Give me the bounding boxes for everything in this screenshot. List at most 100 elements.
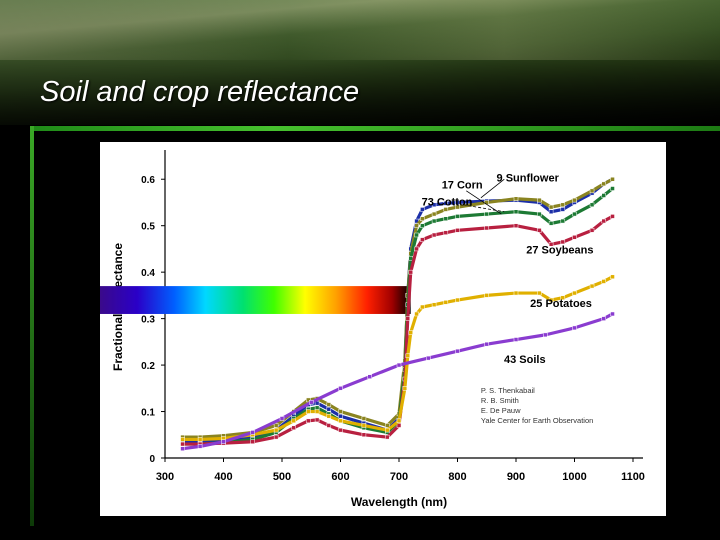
- data-point: [455, 204, 460, 210]
- data-point: [408, 255, 413, 261]
- leader-line: [463, 204, 505, 213]
- credit-text: P. S. Thenkabail: [481, 386, 535, 395]
- data-point: [306, 409, 311, 414]
- data-point: [572, 325, 577, 331]
- y-tick-label: 0.6: [141, 175, 155, 186]
- series-line: [182, 187, 614, 446]
- data-point: [385, 434, 390, 440]
- data-point: [610, 311, 615, 317]
- data-point: [443, 300, 449, 305]
- slide-title: Soil and crop reflectance: [40, 76, 360, 108]
- data-point: [537, 197, 542, 203]
- data-point: [601, 181, 606, 187]
- data-point: [431, 202, 437, 208]
- data-point: [548, 204, 554, 210]
- data-point: [405, 316, 411, 321]
- x-tick-label: 1100: [621, 471, 645, 483]
- data-point: [420, 304, 425, 310]
- data-point: [402, 386, 408, 391]
- data-point: [180, 441, 185, 447]
- data-point: [431, 232, 437, 238]
- footer-course-code: SOIL/BAE 4213: [318, 525, 399, 539]
- data-point: [548, 221, 554, 226]
- data-point: [443, 201, 449, 206]
- data-point: [414, 232, 419, 238]
- data-point: [443, 230, 449, 235]
- data-point: [338, 409, 343, 414]
- header-banner-image: [0, 0, 720, 125]
- reflectance-chart: 0 0.1 0.2 0.3 0.4 0.5 0.6 300 400 500 600 700 800 900…: [100, 142, 666, 516]
- credit-text: Yale Center for Earth Observation: [481, 416, 593, 425]
- data-point: [250, 430, 255, 435]
- y-tick-label: 0: [149, 454, 155, 465]
- x-axis-label: Wavelength (nm): [351, 495, 447, 509]
- data-point: [197, 444, 203, 449]
- data-point: [572, 211, 577, 217]
- data-point: [455, 297, 460, 303]
- data-point: [543, 332, 548, 338]
- series-annotation-label: 43 Soils: [504, 354, 546, 366]
- data-point: [513, 337, 519, 342]
- series-annotation-label: 25 Potatoes: [530, 298, 592, 310]
- data-point: [484, 225, 489, 231]
- data-point: [367, 374, 372, 379]
- data-point: [361, 423, 367, 428]
- y-tick-label: 0.5: [141, 222, 155, 233]
- x-tick-label: 700: [390, 471, 408, 483]
- data-point: [513, 196, 519, 201]
- data-point: [414, 311, 419, 317]
- x-tick-label: 800: [448, 471, 466, 483]
- data-point: [306, 397, 311, 403]
- data-point: [273, 423, 279, 428]
- credit-text: R. B. Smith: [481, 396, 519, 405]
- data-point: [601, 218, 606, 224]
- data-point: [455, 228, 460, 233]
- data-point: [385, 427, 390, 433]
- data-point: [572, 235, 577, 240]
- data-point: [537, 211, 542, 217]
- data-point: [338, 418, 343, 424]
- data-point: [484, 211, 489, 217]
- data-point: [326, 406, 332, 412]
- data-point: [291, 425, 296, 431]
- data-point: [326, 402, 332, 407]
- data-point: [250, 439, 255, 444]
- x-tick-label: 500: [273, 471, 291, 483]
- data-point: [408, 269, 413, 275]
- leader-line: [480, 178, 505, 199]
- data-point: [314, 409, 320, 414]
- data-point: [601, 193, 606, 198]
- data-point: [610, 214, 615, 219]
- data-point: [197, 437, 203, 442]
- data-point: [273, 427, 279, 433]
- data-point: [560, 239, 566, 245]
- left-accent-bar: [30, 126, 34, 526]
- series-annotation-label: 17 Corn: [442, 180, 483, 192]
- data-point: [560, 207, 566, 212]
- data-point: [414, 246, 419, 252]
- series-annotation-label: 9 Sunflower: [497, 173, 560, 185]
- data-point: [455, 348, 460, 354]
- data-point: [420, 223, 425, 228]
- visible-spectrum-band: [100, 286, 411, 314]
- data-point: [484, 341, 489, 347]
- data-point: [560, 218, 566, 224]
- data-point: [601, 279, 606, 284]
- x-tick-label: 300: [156, 471, 174, 483]
- y-tick-label: 0.4: [141, 268, 155, 279]
- data-point: [306, 418, 311, 424]
- data-point: [405, 353, 411, 359]
- data-point: [484, 293, 489, 298]
- data-point: [610, 176, 615, 182]
- data-point: [385, 423, 390, 428]
- data-point: [431, 302, 437, 307]
- data-point: [513, 290, 519, 296]
- data-point: [426, 355, 431, 361]
- data-point: [610, 186, 615, 191]
- data-point: [420, 216, 425, 221]
- data-point: [513, 209, 519, 215]
- title-underline: [30, 126, 720, 131]
- data-point: [455, 214, 460, 219]
- data-point: [560, 295, 566, 300]
- x-tick-label: 400: [214, 471, 232, 483]
